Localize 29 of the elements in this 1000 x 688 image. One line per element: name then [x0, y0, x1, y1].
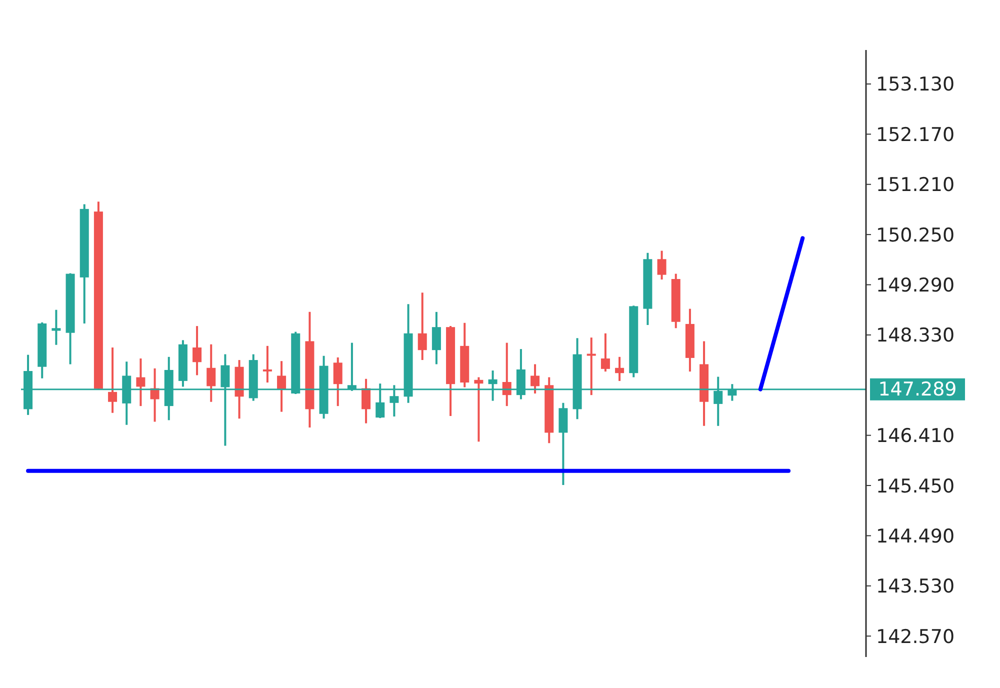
candlestick — [262, 344, 272, 384]
candlestick — [277, 360, 286, 413]
y-tick-label: 142.570 — [876, 626, 955, 648]
candlestick — [600, 332, 610, 373]
candlestick — [206, 343, 216, 403]
candlestick — [586, 336, 596, 396]
candlestick — [52, 308, 61, 346]
y-tick-label: 153.130 — [876, 74, 955, 96]
y-tick-label: 152.170 — [876, 124, 955, 146]
candlestick — [192, 325, 202, 376]
candlestick — [474, 376, 484, 443]
y-tick-label: 149.290 — [876, 274, 955, 296]
y-tick-label: 145.450 — [876, 475, 955, 498]
candlestick — [530, 363, 540, 394]
candlestick — [657, 250, 666, 281]
y-tick-label: 146.410 — [876, 425, 955, 448]
candlestick — [362, 378, 371, 424]
ref-line-label: 147.289 — [878, 378, 957, 400]
candlestick — [333, 356, 342, 408]
y-tick-label: 148.330 — [876, 324, 955, 347]
y-tick-label: 143.530 — [876, 576, 955, 598]
candlestick — [108, 346, 118, 414]
y-tick-label: 151.210 — [876, 174, 955, 196]
candlestick — [136, 357, 146, 408]
y-tick-label: 144.490 — [876, 525, 955, 548]
candlestick — [418, 292, 427, 362]
candlestick — [432, 310, 441, 366]
candlestick — [615, 356, 624, 382]
y-tick-label: 150.250 — [876, 224, 955, 246]
